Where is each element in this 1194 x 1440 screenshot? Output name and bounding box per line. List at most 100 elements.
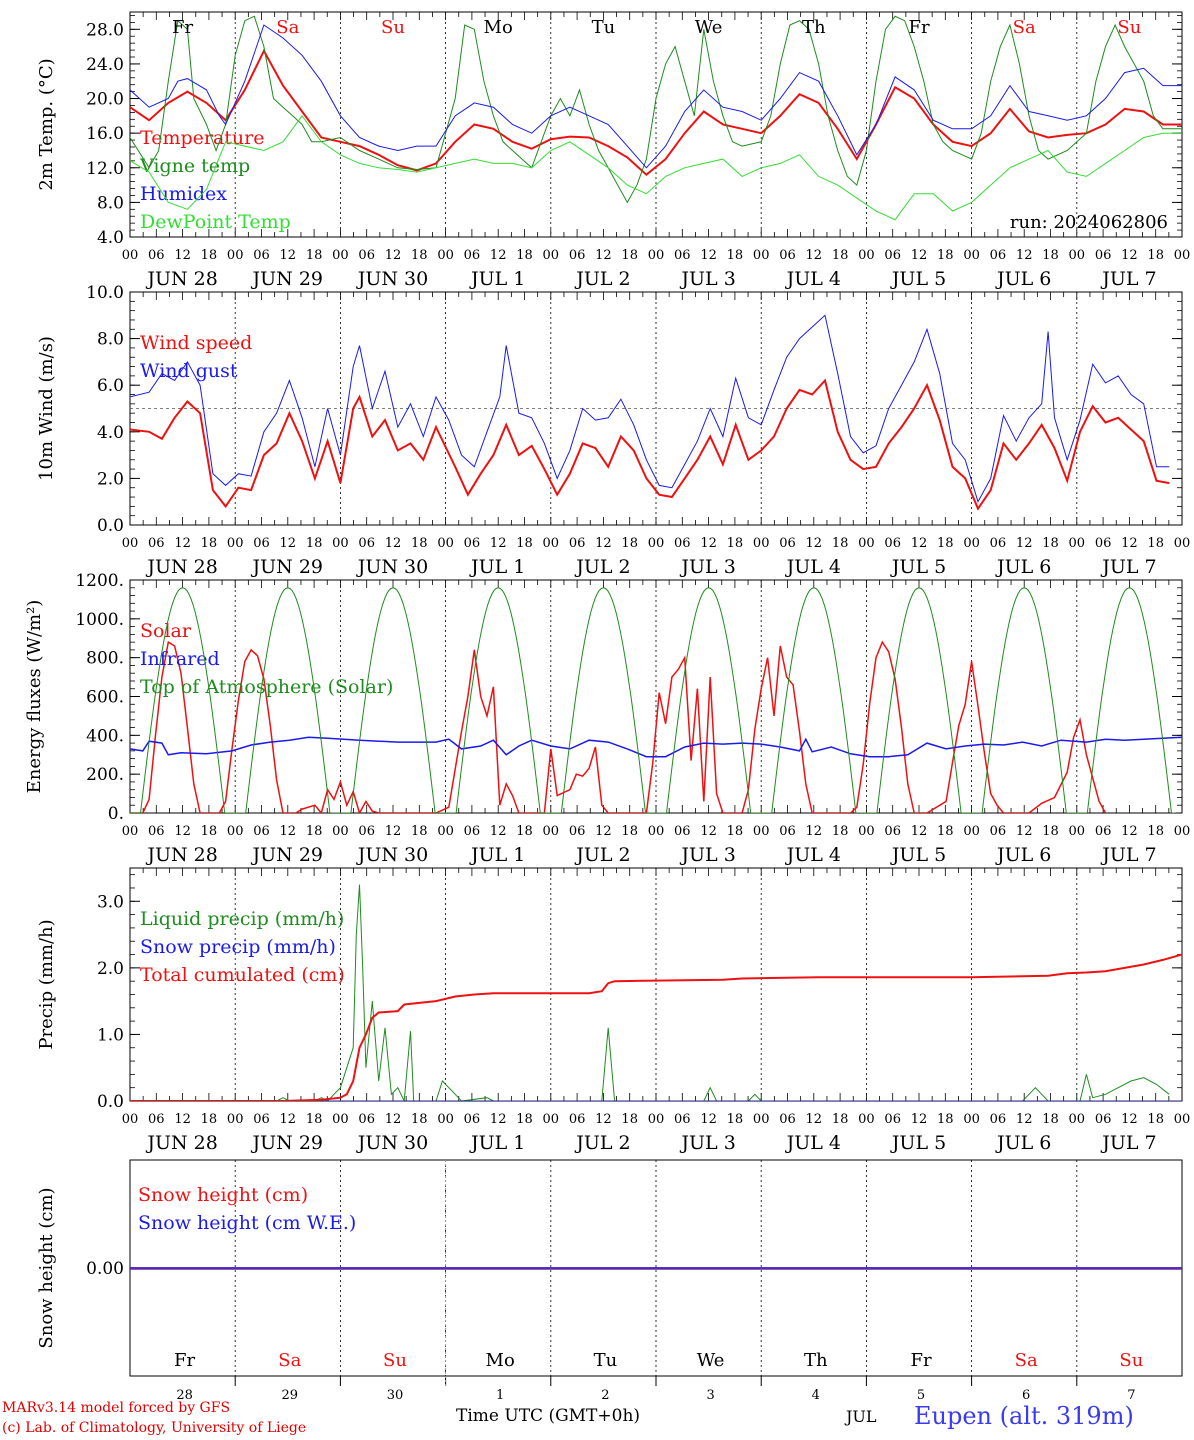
hour-tick-label: 00	[1174, 1112, 1191, 1127]
hour-tick-label: 06	[464, 248, 481, 263]
date-label: JUL 3	[679, 556, 735, 578]
hour-tick-label: 12	[280, 536, 297, 551]
legend-entry: Total cumulated (cm)	[140, 964, 345, 986]
hour-tick-label: 12	[1121, 824, 1138, 839]
y-tick-label: 8.0	[97, 330, 124, 350]
date-label: JUL 7	[1100, 556, 1156, 578]
legend-entry: DewPoint Temp	[140, 211, 291, 233]
panel-5: 0.00 Snow height (cm) Snow height (cm) Snow…	[36, 1159, 1183, 1377]
hour-tick-label: 12	[174, 1112, 191, 1127]
hour-tick-label: 00	[332, 824, 349, 839]
day-name: Sa	[278, 1350, 301, 1371]
series-line-vigne-temp	[130, 15, 1182, 204]
hour-tick-label: 00	[437, 1112, 454, 1127]
date-label: JUN 28	[145, 556, 217, 578]
hour-tick-label: 06	[779, 1112, 796, 1127]
date-label: JUL 2	[574, 268, 630, 290]
hour-tick-label: 18	[621, 248, 638, 263]
hour-tick-label: 12	[595, 824, 612, 839]
hour-tick-label: 18	[937, 1112, 954, 1127]
hour-tick-label: 12	[595, 536, 612, 551]
day-name: Tu	[592, 17, 616, 38]
hour-tick-label: 00	[122, 248, 139, 263]
month-label: JUL	[846, 1407, 877, 1426]
hour-tick-label: 12	[174, 824, 191, 839]
hour-tick-label: 06	[358, 1112, 375, 1127]
hour-tick-label: 00	[543, 248, 560, 263]
y-tick-label: 2.0	[97, 469, 124, 489]
hour-tick-label: 06	[884, 536, 901, 551]
hour-tick-label: 12	[1016, 1112, 1033, 1127]
legend-entry: Vigne temp	[139, 155, 250, 177]
date-label: JUL 4	[785, 1132, 841, 1154]
day-name: Th	[802, 17, 826, 38]
hour-tick-label: 00	[858, 248, 875, 263]
y-axis-title: Snow height (cm)	[36, 1187, 57, 1348]
hour-tick-label: 00	[858, 824, 875, 839]
hour-tick-label: 18	[621, 536, 638, 551]
hour-tick-label: 12	[1121, 1112, 1138, 1127]
day-name: Mo	[484, 17, 513, 38]
y-tick-label: 3.0	[97, 892, 124, 912]
hour-tick-label: 12	[806, 824, 823, 839]
hour-tick-label: 00	[437, 248, 454, 263]
hour-tick-label: 12	[911, 1112, 928, 1127]
legend-entry: Humidex	[140, 183, 227, 205]
y-tick-label: 8.0	[97, 193, 124, 213]
hour-tick-label: 12	[595, 1112, 612, 1127]
y-tick-label: 200.	[86, 765, 124, 785]
hour-tick-label: 12	[806, 1112, 823, 1127]
date-label: JUN 29	[251, 556, 323, 578]
hour-tick-label: 18	[621, 1112, 638, 1127]
hour-tick-label: 00	[753, 536, 770, 551]
hour-tick-label: 18	[411, 248, 428, 263]
hour-tick-label: 06	[779, 248, 796, 263]
hour-tick-label: 06	[884, 248, 901, 263]
hour-tick-label: 18	[1147, 1112, 1164, 1127]
series-line-dewpoint-temp	[130, 114, 1182, 221]
y-tick-label: 400.	[86, 726, 124, 746]
date-label: JUL 5	[890, 556, 946, 578]
date-label: JUL 4	[785, 268, 841, 290]
hour-tick-label: 12	[595, 248, 612, 263]
hour-tick-label: 00	[122, 1112, 139, 1127]
hour-tick-label: 00	[753, 248, 770, 263]
panel-3: 0. 200. 400. 600. 800. 1000. 1200. Energy fluxe…	[24, 571, 1190, 866]
hour-tick-label: 18	[201, 1112, 218, 1127]
hour-tick-label: 12	[700, 536, 717, 551]
hour-tick-label: 06	[990, 1112, 1007, 1127]
series-line-wind-gust	[130, 314, 1170, 503]
hour-tick-label: 12	[490, 824, 507, 839]
day-number: 6	[1022, 1388, 1030, 1403]
series-line-temperature	[130, 48, 1182, 177]
y-tick-label: 0.00	[86, 1259, 124, 1279]
legend-entry: Wind gust	[140, 360, 238, 382]
hour-tick-label: 00	[332, 248, 349, 263]
hour-tick-label: 00	[963, 824, 980, 839]
hour-tick-label: 06	[569, 248, 586, 263]
hour-tick-label: 06	[674, 1112, 691, 1127]
hour-tick-label: 18	[727, 248, 744, 263]
hour-tick-label: 06	[674, 824, 691, 839]
day-number: 3	[706, 1388, 714, 1403]
y-tick-label: 12.0	[86, 159, 124, 179]
credit-model: MARv3.14 model forced by GFS	[2, 1400, 231, 1416]
series-line-infrared	[130, 736, 1182, 758]
hour-tick-label: 06	[464, 824, 481, 839]
y-tick-label: 24.0	[86, 55, 124, 75]
hour-tick-label: 18	[411, 536, 428, 551]
day-number: 7	[1127, 1388, 1135, 1403]
date-label: JUN 28	[145, 844, 217, 866]
date-label: JUN 29	[251, 268, 323, 290]
hour-tick-label: 00	[963, 1112, 980, 1127]
hour-tick-label: 18	[727, 824, 744, 839]
y-tick-label: 1200.	[75, 571, 124, 591]
hour-tick-label: 12	[280, 824, 297, 839]
day-name: Th	[804, 1350, 828, 1371]
date-label: JUL 4	[785, 556, 841, 578]
hour-tick-label: 12	[174, 536, 191, 551]
hour-tick-label: 06	[358, 824, 375, 839]
hour-tick-label: 06	[779, 824, 796, 839]
hour-tick-label: 12	[385, 536, 402, 551]
panel-2: 0.0 2.0 4.0 6.0 8.0 10.0 10m Wind (m/s) Wind sp…	[36, 283, 1190, 578]
